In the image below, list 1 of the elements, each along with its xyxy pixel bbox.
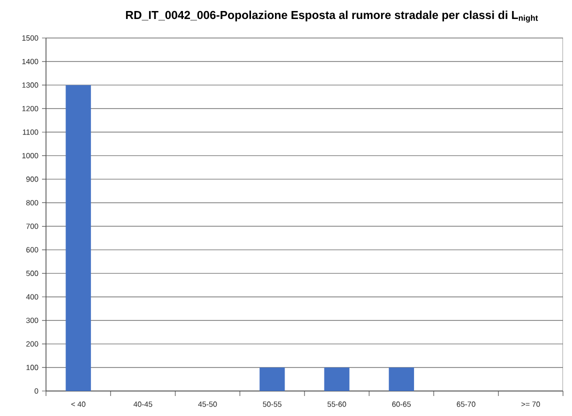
chart-title: RD_IT_0042_006-Popolazione Esposta al rumore stradale per classi di L$_{night}$ (126, 10, 538, 22)
